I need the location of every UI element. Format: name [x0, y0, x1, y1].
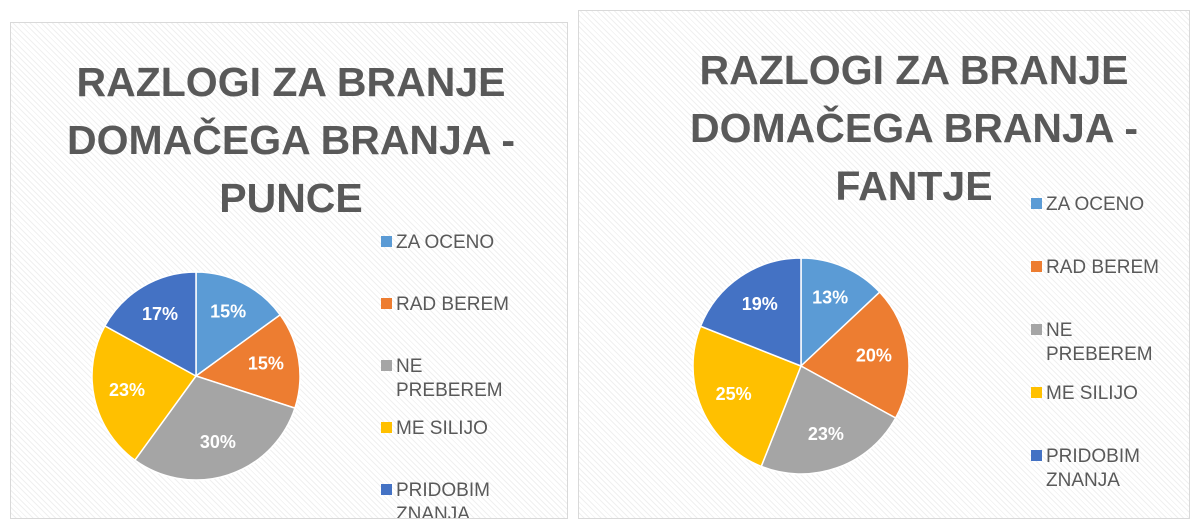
- legend-label: PRIDOBIM ZNANJA: [396, 480, 490, 519]
- legend-label: ME SILIJO: [1046, 383, 1138, 404]
- legend-swatch: [381, 298, 392, 309]
- legend-item: NE PREBEREM: [381, 355, 531, 403]
- legend-item: RAD BEREM: [1031, 256, 1181, 280]
- data-label: 30%: [200, 432, 236, 452]
- data-label: 23%: [808, 424, 844, 444]
- data-label: 25%: [716, 384, 752, 404]
- legend-item: ME SILIJO: [381, 417, 531, 441]
- chart-title: RAZLOGI ZA BRANJE DOMAČEGA BRANJA - PUNC…: [67, 59, 515, 221]
- pie-slice: [103, 271, 197, 378]
- pie-slice: [133, 375, 296, 481]
- pie: 15% 15% 30% 23% 17%: [91, 271, 301, 481]
- legend-item: ME SILIJO: [1031, 382, 1181, 406]
- legend-swatch: [1031, 324, 1042, 335]
- legend-label: ZA OCENO: [1046, 194, 1145, 215]
- data-label: 19%: [742, 294, 778, 314]
- legend-label: NE PREBEREM: [396, 356, 503, 401]
- data-label: 20%: [856, 346, 892, 366]
- legend-label: NE PREBEREM: [1046, 320, 1153, 365]
- legend-item: ZA OCENO: [1031, 193, 1181, 217]
- chart-title: RAZLOGI ZA BRANJE DOMAČEGA BRANJA - FANT…: [690, 47, 1138, 209]
- pie-slice: [760, 364, 897, 475]
- pie-slice: [91, 324, 198, 462]
- pie-slice: [699, 257, 802, 368]
- data-label: 23%: [109, 380, 145, 400]
- pie-slice: [195, 271, 282, 378]
- legend-label: PRIDOBIM ZNANJA: [1046, 446, 1140, 491]
- legend-swatch: [381, 236, 392, 247]
- legend-swatch: [381, 422, 392, 433]
- legend-swatch: [1031, 198, 1042, 209]
- pie-slice: [799, 291, 910, 420]
- legend-swatch: [1031, 450, 1042, 461]
- legend-item: RAD BEREM: [381, 293, 531, 317]
- chart: RAZLOGI ZA BRANJE DOMAČEGA BRANJA - PUNC…: [10, 22, 568, 519]
- legend-item: ZA OCENO: [381, 231, 531, 255]
- legend-swatch: [1031, 261, 1042, 272]
- pie-slice: [692, 325, 802, 468]
- data-label: 15%: [248, 354, 284, 374]
- pie-slice: [800, 257, 881, 368]
- legend-item: PRIDOBIM ZNANJA: [1031, 445, 1181, 493]
- legend-label: ME SILIJO: [396, 418, 488, 439]
- legend-label: ZA OCENO: [396, 232, 495, 253]
- legend-label: RAD BEREM: [1046, 257, 1159, 278]
- legend-item: NE PREBEREM: [1031, 319, 1181, 367]
- pie-slice: [194, 313, 301, 410]
- chart: RAZLOGI ZA BRANJE DOMAČEGA BRANJA - FANT…: [578, 10, 1190, 519]
- pie: 13% 20% 23% 25% 19%: [692, 257, 910, 475]
- legend-swatch: [381, 360, 392, 371]
- legend-swatch: [381, 484, 392, 495]
- legend-swatch: [1031, 387, 1042, 398]
- data-label: 17%: [142, 304, 178, 324]
- legend-label: RAD BEREM: [396, 294, 509, 315]
- data-label: 15%: [210, 302, 246, 322]
- data-label: 13%: [812, 287, 848, 307]
- legend-item: PRIDOBIM ZNANJA: [381, 479, 531, 519]
